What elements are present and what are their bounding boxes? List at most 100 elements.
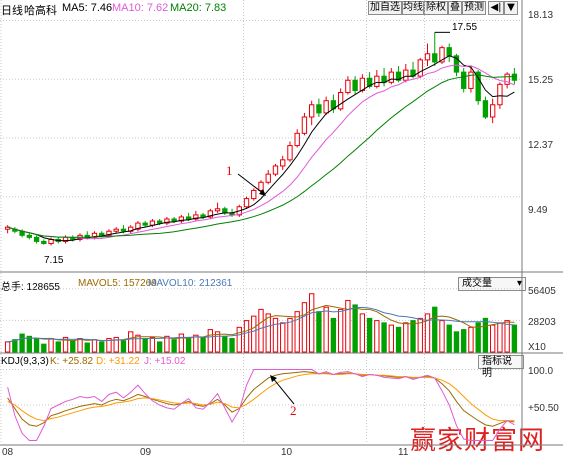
candle-body bbox=[323, 100, 329, 114]
watermark-logo: 赢家财富网 bbox=[410, 426, 546, 456]
candle-body bbox=[388, 71, 394, 83]
candle-body bbox=[309, 104, 315, 118]
annotation-2-arrowhead bbox=[270, 375, 277, 382]
candle-body bbox=[439, 47, 445, 63]
volume-bar bbox=[461, 329, 467, 353]
volume-bar bbox=[482, 317, 489, 353]
overlay-button[interactable]: 叠 bbox=[448, 1, 462, 15]
volume-bar bbox=[258, 308, 264, 353]
price-tick-4: 9.49 bbox=[528, 205, 548, 216]
candle-body bbox=[222, 208, 228, 214]
volume-bar bbox=[113, 336, 119, 353]
mavol10-line bbox=[7, 306, 515, 343]
candle-body bbox=[84, 234, 90, 238]
collapse-icon[interactable]: ◀| bbox=[488, 1, 504, 15]
volume-bar bbox=[504, 320, 510, 353]
volume-bar bbox=[345, 299, 351, 353]
volume-bar bbox=[330, 317, 337, 353]
candle-body bbox=[352, 79, 358, 91]
candle-body bbox=[4, 226, 11, 230]
volume-bar bbox=[395, 326, 402, 353]
ex-rights-button[interactable]: 除权 bbox=[424, 1, 448, 15]
candle-body bbox=[280, 159, 286, 167]
add-favorite-button[interactable]: 加自选 bbox=[368, 1, 402, 15]
mavol10-label: MAVOL10: 212361 bbox=[148, 278, 233, 289]
volume-bar bbox=[489, 324, 496, 353]
kdj-k-line bbox=[7, 371, 515, 427]
volume-bar bbox=[301, 302, 308, 353]
candle-body bbox=[453, 55, 460, 73]
candle-body bbox=[316, 104, 322, 114]
candle-body bbox=[207, 210, 213, 218]
candle-body bbox=[91, 232, 98, 238]
candle-body bbox=[410, 69, 416, 77]
forecast-button[interactable]: 预测 bbox=[462, 1, 486, 15]
candle-body bbox=[258, 181, 264, 191]
candle-body bbox=[489, 104, 496, 118]
candle-body bbox=[432, 53, 438, 63]
x-label-09: 09 bbox=[140, 447, 152, 458]
volume-bar bbox=[374, 320, 380, 353]
candle-body bbox=[128, 226, 134, 232]
candle-body bbox=[26, 234, 33, 238]
indicator-selector[interactable]: 成交量 ▾ bbox=[458, 277, 526, 291]
candle-body bbox=[287, 145, 293, 161]
candle-body bbox=[70, 236, 76, 240]
candle-body bbox=[403, 69, 409, 81]
volume-unit: X10 bbox=[528, 342, 546, 353]
volume-bar bbox=[337, 308, 344, 353]
candle-body bbox=[461, 71, 467, 89]
low-price-label: 7.15 bbox=[44, 255, 64, 266]
candle-body bbox=[301, 116, 308, 134]
volume-bar bbox=[77, 338, 83, 353]
candle-body bbox=[41, 240, 47, 244]
volume-bar bbox=[388, 324, 394, 353]
candle-body bbox=[272, 165, 279, 175]
candle-body bbox=[193, 214, 199, 220]
candle-body bbox=[99, 232, 105, 236]
ma10-label: MA10: 7.62 bbox=[112, 2, 169, 14]
stock-name: 哈高科 bbox=[24, 5, 57, 17]
candle-body bbox=[185, 216, 192, 220]
kdj-title: KDJ(9,3,3) bbox=[1, 356, 49, 367]
candle-body bbox=[468, 71, 474, 89]
volume-bar bbox=[33, 338, 40, 353]
indicator-selector-label: 成交量 bbox=[462, 278, 492, 289]
volume-bar bbox=[287, 317, 293, 353]
kdj-tick-2: +50.50 bbox=[528, 403, 559, 414]
candle-body bbox=[77, 234, 83, 240]
candle-body bbox=[395, 71, 402, 81]
moving-average-button[interactable]: 均线 bbox=[402, 1, 424, 15]
candle-body bbox=[294, 132, 300, 147]
kdj-d-line bbox=[7, 373, 515, 422]
candle-body bbox=[120, 228, 127, 232]
volume-tick-1: 56405 bbox=[528, 286, 556, 297]
volume-bar bbox=[55, 341, 61, 353]
indicator-help-button[interactable]: 指标说明 bbox=[478, 355, 524, 379]
price-tick-1: 18.13 bbox=[528, 10, 554, 21]
period-label: 日线 bbox=[1, 5, 23, 17]
candle-body bbox=[337, 92, 344, 110]
candle-body bbox=[330, 100, 337, 110]
volume-bar bbox=[294, 311, 300, 353]
volume-bar bbox=[359, 313, 366, 353]
volume-bar bbox=[142, 338, 148, 353]
candle-body bbox=[381, 75, 387, 83]
candle-body bbox=[251, 189, 257, 200]
volume-bar bbox=[41, 343, 47, 353]
volume-bar bbox=[48, 338, 54, 353]
volume-bar bbox=[164, 335, 170, 353]
chevron-down-icon: ▾ bbox=[516, 278, 522, 289]
dropdown-icon[interactable]: ▼ bbox=[504, 1, 518, 15]
volume-bar bbox=[178, 333, 185, 353]
candle-body bbox=[424, 53, 431, 61]
volume-bar bbox=[410, 320, 416, 353]
annotation-1-arrow bbox=[237, 173, 265, 195]
candle-body bbox=[113, 228, 119, 232]
mavol5-line bbox=[7, 304, 515, 343]
volume-bar bbox=[468, 326, 474, 353]
volume-bar bbox=[135, 334, 141, 353]
volume-bar bbox=[446, 324, 452, 353]
candle-body bbox=[511, 73, 518, 81]
volume-bar bbox=[236, 326, 242, 353]
